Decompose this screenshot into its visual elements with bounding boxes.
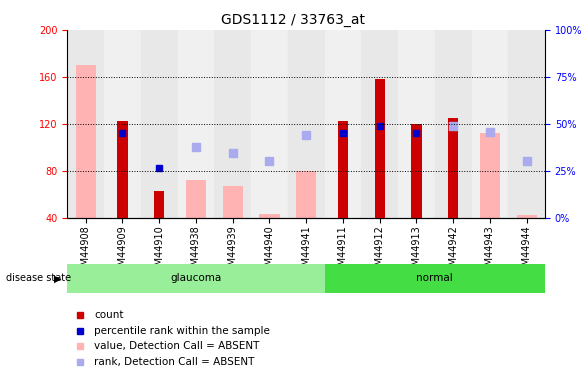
Bar [141,30,178,217]
Text: disease state: disease state [6,273,71,284]
Bar [117,122,128,218]
Bar [325,30,362,217]
Text: glaucoma: glaucoma [171,273,222,284]
Bar [362,30,398,217]
Bar [296,171,316,217]
Bar [374,79,385,218]
Text: rank, Detection Call = ABSENT: rank, Detection Call = ABSENT [94,357,255,368]
Bar [104,30,141,217]
Bar [288,30,325,217]
Bar [480,133,500,218]
Bar [223,186,243,218]
Bar [260,214,280,217]
Text: GDS1112 / 33763_at: GDS1112 / 33763_at [221,13,365,27]
Bar [76,65,96,218]
Bar [472,30,508,217]
Bar [214,30,251,217]
Text: percentile rank within the sample: percentile rank within the sample [94,326,270,336]
Bar [251,30,288,217]
Bar [508,30,545,217]
Bar [448,118,458,218]
Bar [516,215,537,217]
Bar [411,124,421,218]
Text: value, Detection Call = ABSENT: value, Detection Call = ABSENT [94,341,260,351]
Bar [325,264,545,292]
Bar [67,264,325,292]
Bar [154,190,165,217]
Text: count: count [94,310,124,320]
Bar [435,30,472,217]
Bar [178,30,214,217]
Bar [67,30,104,217]
Bar [186,180,206,218]
Bar [338,122,348,218]
Bar [398,30,435,217]
Text: normal: normal [417,273,453,284]
Text: ▶: ▶ [54,273,61,284]
